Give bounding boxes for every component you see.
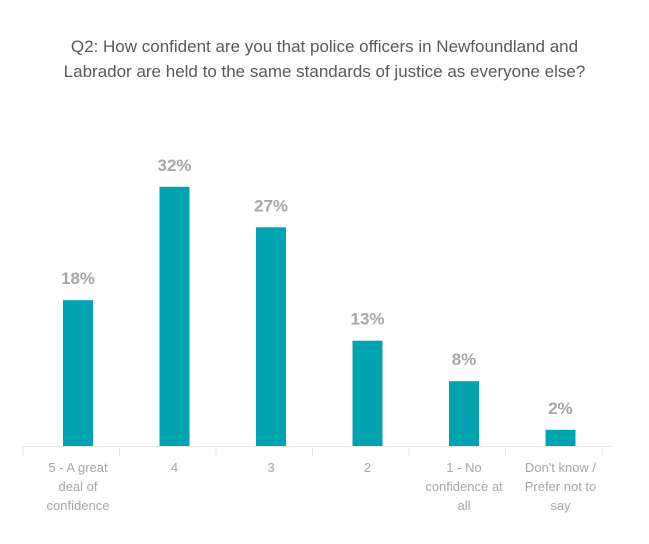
data-label: 13% xyxy=(350,310,384,329)
data-label: 32% xyxy=(157,156,191,175)
x-tick-label: Don't know / xyxy=(525,460,597,475)
bar xyxy=(159,186,190,447)
bar xyxy=(449,381,479,446)
bar xyxy=(63,300,93,446)
x-tick-label: 2 xyxy=(364,460,371,475)
chart-title-line-2: Labrador are held to the same standards … xyxy=(63,62,586,81)
chart-title: Q2: How confident are you that police of… xyxy=(0,34,649,84)
x-tick-label: say xyxy=(550,498,571,513)
x-tick-label: confidence at xyxy=(425,479,503,494)
x-tick-label: deal of xyxy=(58,479,97,494)
x-tick-label: 1 - No xyxy=(446,460,481,475)
x-tick-label: 5 - A great xyxy=(48,460,108,475)
chart-title-line-1: Q2: How confident are you that police of… xyxy=(70,37,579,56)
data-label: 8% xyxy=(452,350,477,369)
data-label: 18% xyxy=(61,269,95,288)
data-label: 27% xyxy=(254,196,288,215)
x-tick-label: confidence xyxy=(47,498,110,513)
x-tick-label: all xyxy=(457,498,470,513)
x-tick-label: 3 xyxy=(267,460,274,475)
x-tick-label: 4 xyxy=(171,460,178,475)
x-tick-label: Prefer not to xyxy=(525,479,597,494)
bar xyxy=(256,227,286,446)
data-label: 2% xyxy=(548,399,573,418)
bar xyxy=(545,429,576,446)
bar xyxy=(352,340,383,446)
